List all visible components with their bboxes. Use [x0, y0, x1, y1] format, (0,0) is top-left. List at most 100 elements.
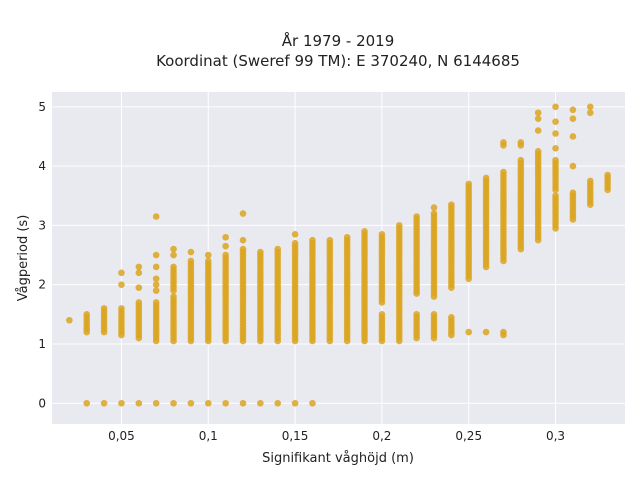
x-tick-label: 0,15 — [282, 429, 309, 443]
data-point — [430, 210, 438, 217]
data-point — [274, 245, 282, 253]
data-point — [152, 281, 160, 288]
data-point — [309, 399, 316, 407]
data-point — [118, 281, 125, 288]
data-point — [257, 248, 264, 256]
x-tick-label: 0,1 — [199, 429, 218, 443]
data-point — [569, 162, 577, 170]
data-point — [135, 263, 143, 271]
data-point — [482, 328, 490, 336]
data-point — [239, 245, 247, 253]
data-point — [222, 233, 229, 241]
data-point — [500, 328, 507, 336]
data-point — [552, 145, 559, 152]
data-point — [152, 263, 160, 271]
y-tick-label: 3 — [38, 218, 46, 232]
data-point — [413, 213, 420, 220]
y-tick-labels: 0 1 2 3 4 5 — [38, 100, 46, 410]
data-point — [552, 103, 559, 111]
data-point — [586, 177, 594, 185]
data-point — [604, 171, 611, 179]
data-point — [534, 147, 542, 155]
data-point — [534, 127, 542, 134]
data-point — [326, 236, 334, 244]
y-tick-label: 1 — [38, 337, 46, 351]
data-point — [204, 251, 212, 259]
data-point — [378, 311, 386, 318]
data-point — [152, 251, 160, 259]
data-point — [239, 210, 247, 217]
data-point — [222, 242, 229, 250]
data-point — [291, 230, 299, 238]
data-point — [552, 130, 559, 137]
y-tick-label: 5 — [38, 100, 46, 114]
data-point — [552, 118, 559, 125]
data-point — [378, 230, 386, 238]
data-point — [135, 284, 143, 291]
data-point — [152, 275, 160, 283]
data-point — [569, 216, 577, 223]
data-point — [448, 201, 455, 208]
data-point — [517, 139, 525, 146]
data-point — [291, 399, 299, 407]
x-axis-label: Signifikant våghöjd (m) — [262, 451, 414, 466]
data-point — [187, 399, 195, 407]
data-point — [170, 293, 177, 300]
data-point — [361, 228, 368, 235]
data-point — [170, 399, 177, 407]
data-point — [152, 299, 160, 306]
data-point — [465, 328, 473, 336]
x-tick-labels: 0,05 0,1 0,15 0,2 0,25 0,3 — [108, 429, 565, 443]
data-point — [569, 189, 577, 197]
y-tick-label: 0 — [38, 396, 46, 410]
data-point — [135, 299, 143, 306]
data-point — [517, 156, 525, 164]
data-point — [152, 213, 160, 220]
plot-background — [52, 92, 625, 424]
data-point — [534, 115, 542, 122]
data-point — [274, 399, 282, 407]
data-point — [552, 156, 559, 164]
x-tick-label: 0,25 — [455, 429, 482, 443]
data-point — [257, 399, 264, 407]
chart-title: År 1979 - 2019 — [282, 31, 395, 50]
data-point — [187, 257, 195, 265]
data-point — [586, 109, 594, 117]
data-point — [534, 109, 542, 117]
y-tick-label: 4 — [38, 159, 46, 173]
data-point — [222, 399, 229, 407]
data-point — [204, 257, 212, 265]
data-point — [569, 133, 577, 140]
data-point — [170, 245, 177, 253]
data-point — [569, 106, 577, 114]
data-point — [343, 233, 351, 241]
data-point — [552, 192, 559, 200]
data-point — [586, 103, 594, 111]
data-point — [100, 305, 108, 312]
data-point — [170, 251, 177, 259]
data-point — [482, 174, 490, 182]
data-point — [204, 399, 212, 407]
data-point — [170, 263, 177, 271]
data-point — [569, 115, 577, 122]
data-point — [395, 222, 403, 229]
data-point — [430, 204, 438, 211]
data-point — [152, 287, 160, 294]
y-axis-label: Vågperiod (s) — [16, 215, 31, 302]
y-tick-label: 2 — [38, 278, 46, 292]
data-point — [413, 311, 420, 318]
data-point — [430, 311, 438, 318]
x-tick-label: 0,3 — [546, 429, 565, 443]
data-point — [187, 248, 195, 256]
data-point — [222, 251, 229, 259]
data-point — [66, 316, 73, 324]
data-point — [500, 168, 507, 176]
data-point — [448, 313, 455, 321]
data-point — [100, 399, 108, 407]
data-point — [239, 236, 247, 244]
data-point — [309, 236, 316, 244]
data-point — [239, 399, 247, 407]
data-point — [83, 399, 91, 407]
